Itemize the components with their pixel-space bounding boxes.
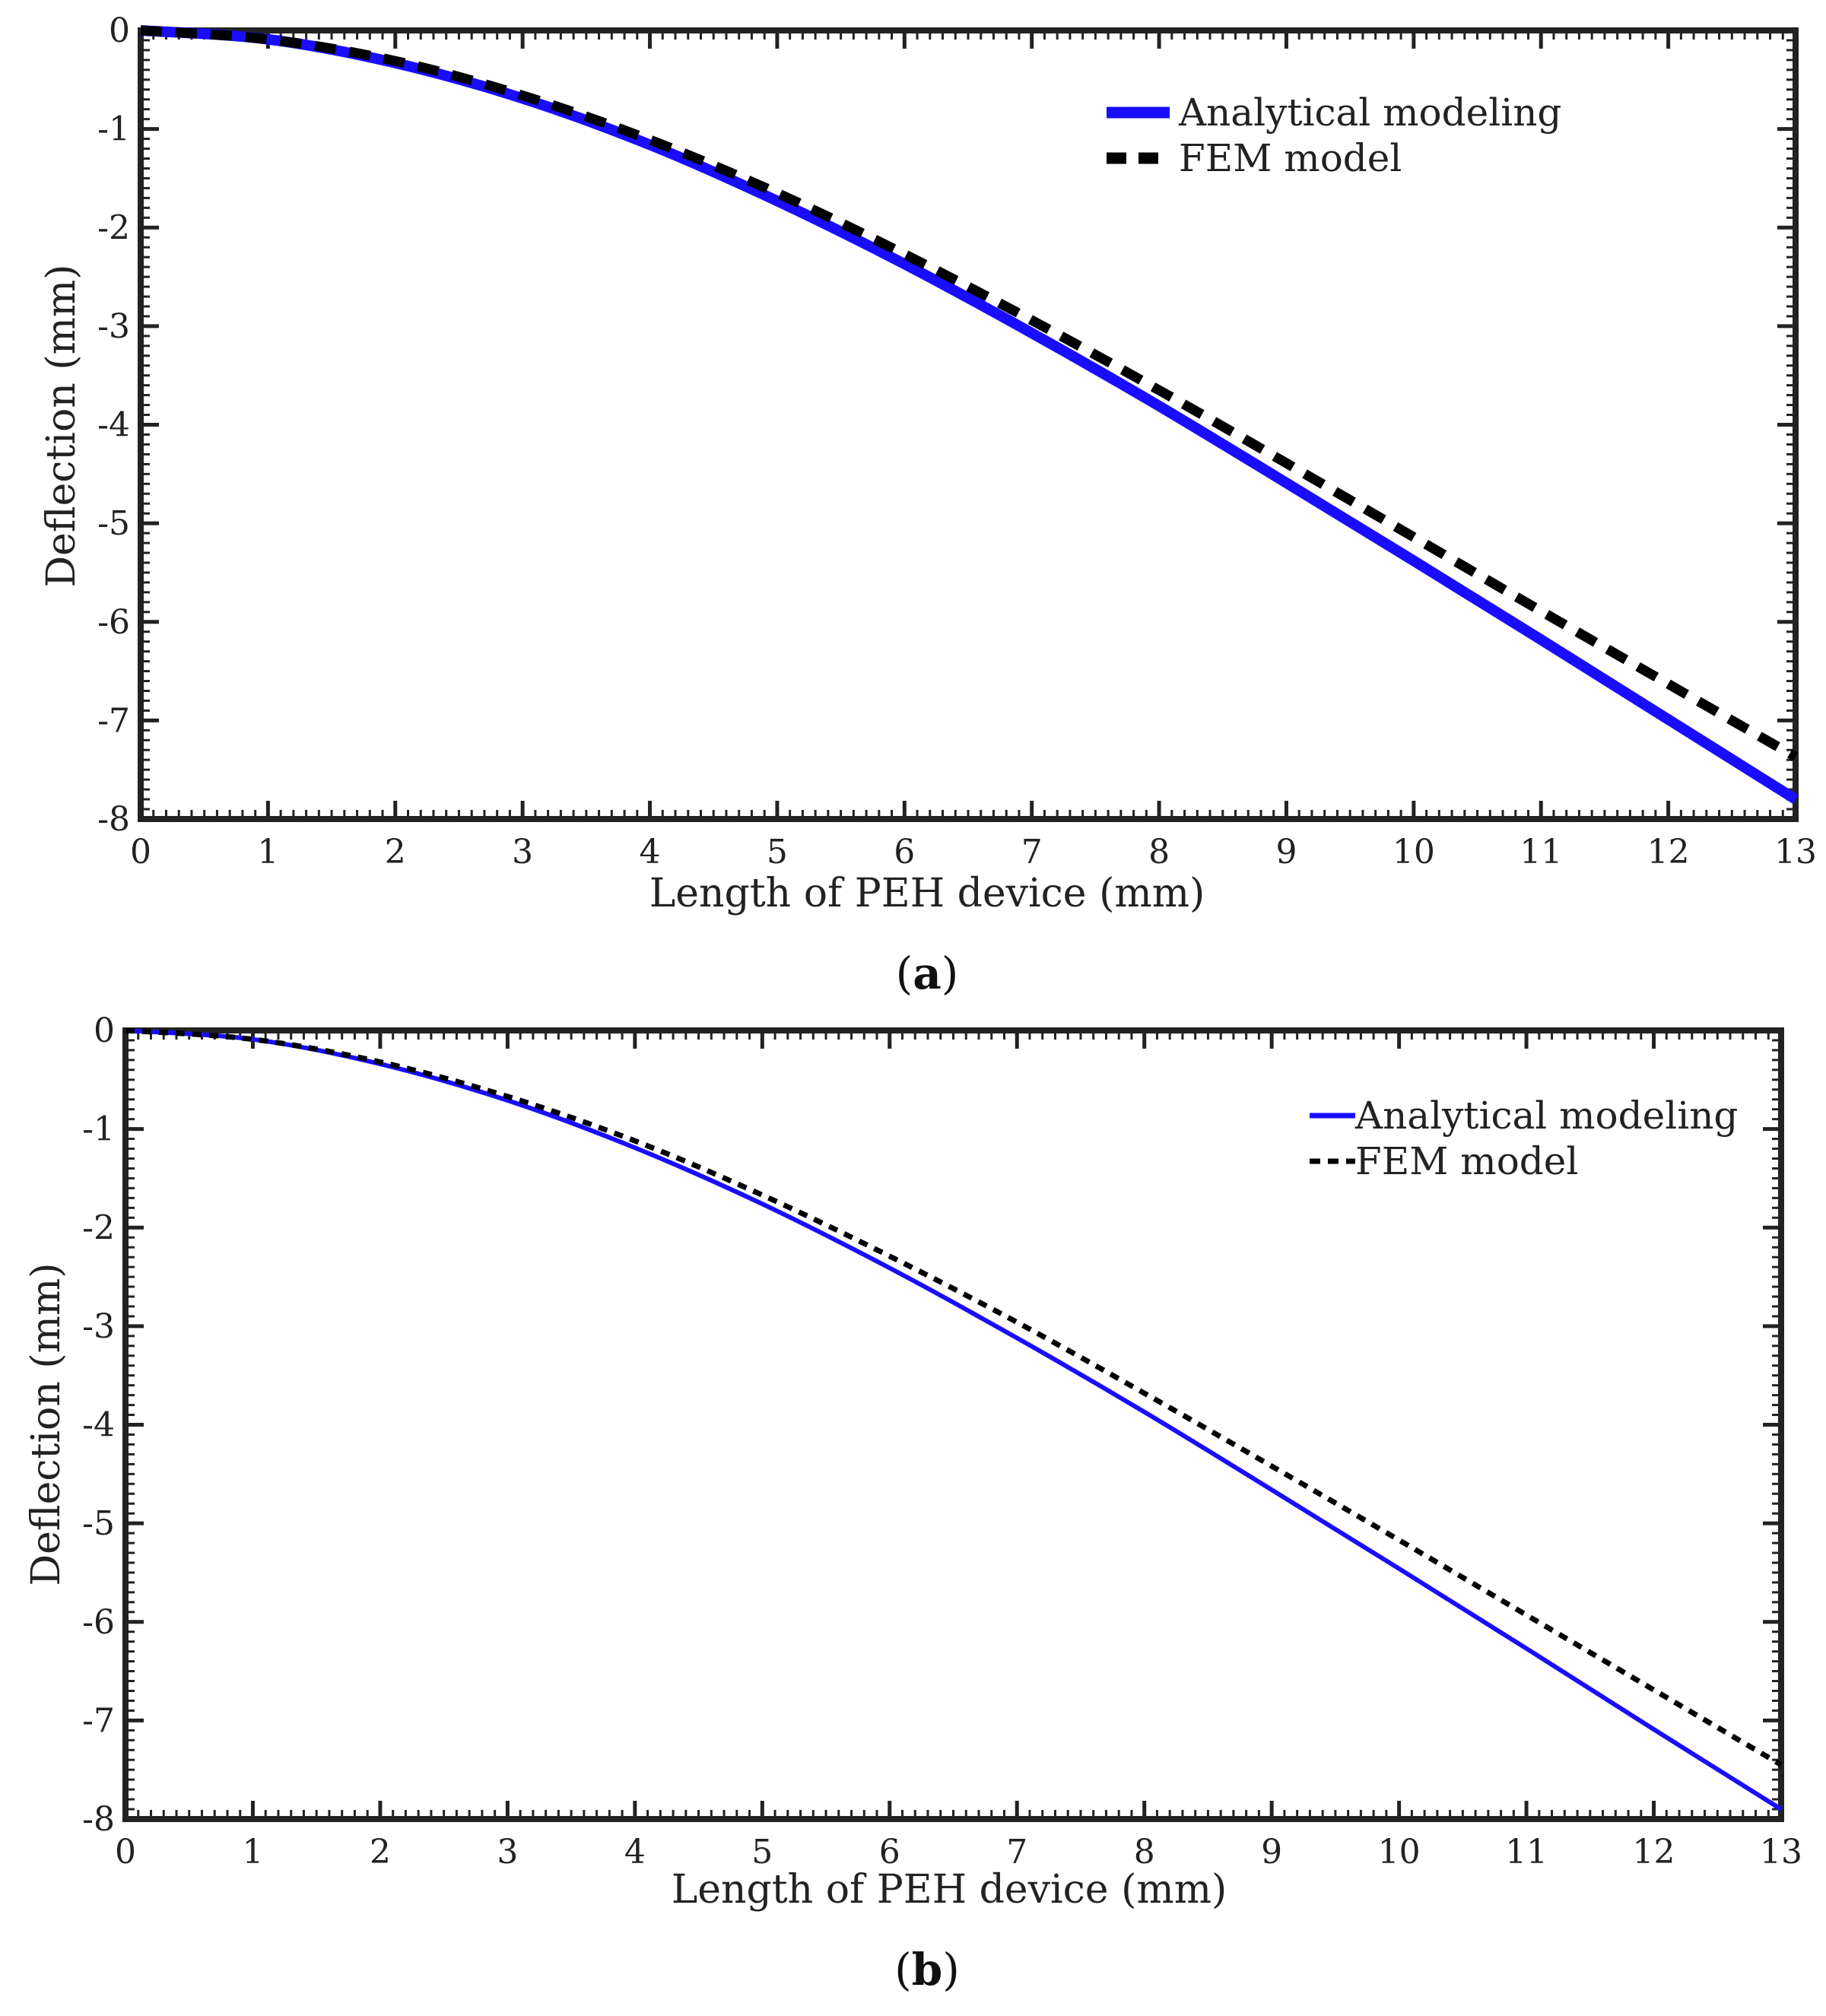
x-axis-title-b: Length of PEH device (mm) <box>672 1867 1227 1913</box>
legend-a: Analytical modeling FEM model <box>1107 90 1561 180</box>
x-tick-label: 11 <box>1505 1833 1548 1872</box>
y-tick-label: -2 <box>82 1208 115 1247</box>
x-tick-label: 6 <box>894 833 915 871</box>
x-axis-title-a: Length of PEH device (mm) <box>649 871 1205 916</box>
x-tick-label: 13 <box>1760 1833 1802 1872</box>
x-tick-label: 3 <box>497 1833 518 1872</box>
y-tick-labels-a: 0 -1 -2 -3 -4 -5 -6 -7 -8 <box>97 11 130 839</box>
chart-panel-b: 0 1 2 3 4 5 6 7 8 9 10 11 12 13 0-1-2-3-4-5-6-7-8 Ana… <box>24 1011 1802 1995</box>
x-tick-labels-b: 0 1 2 3 4 5 6 7 8 9 10 11 12 13 <box>115 1833 1802 1872</box>
panel-label-b: (b) <box>894 1944 960 1995</box>
legend-label-fem-a: FEM model <box>1179 136 1402 180</box>
y-tick-label: -7 <box>82 1701 115 1740</box>
series-group-a <box>140 25 1799 805</box>
y-tick-label: -5 <box>97 504 130 543</box>
y-tick-label: -3 <box>97 307 130 346</box>
legend-label-analytical-a: Analytical modeling <box>1178 90 1561 135</box>
x-tick-label: 7 <box>1006 1833 1027 1872</box>
y-tick-label: -2 <box>97 208 130 247</box>
series-line-fem-model <box>140 25 1799 761</box>
x-tick-label: 8 <box>1134 1833 1155 1872</box>
y-tick-label: -6 <box>82 1603 115 1642</box>
x-tick-label: 13 <box>1774 833 1817 871</box>
x-tick-label: 0 <box>115 1833 136 1872</box>
series-group-b <box>125 1027 1783 1811</box>
legend-label-fem-b: FEM model <box>1355 1139 1578 1183</box>
x-tick-labels-a: 0 1 2 3 4 5 6 7 8 9 10 11 12 13 <box>130 833 1817 871</box>
x-tick-label: 0 <box>130 833 151 871</box>
y-tick-labels-b: 0 -1 -2 -3 -4 -5 -6 -7 -8 <box>82 1011 115 1839</box>
x-tick-label: 4 <box>624 1833 646 1872</box>
x-tick-label: 5 <box>751 1833 773 1872</box>
y-axis-title-a: Deflection (mm) <box>39 264 84 587</box>
x-tick-label: 12 <box>1633 1833 1675 1872</box>
y-tick-label: -7 <box>97 701 130 740</box>
y-tick-label: -1 <box>97 110 130 149</box>
x-tick-label: 1 <box>242 1833 263 1872</box>
x-tick-label: 3 <box>512 833 533 871</box>
chart-panel-a: 0 1 2 3 4 5 6 7 8 9 10 11 12 13 0-1-2-3-4-5-6-7-8 Ana… <box>39 11 1817 999</box>
y-tick-label: -4 <box>97 406 130 445</box>
x-tick-label: 12 <box>1647 833 1690 871</box>
x-tick-label: 10 <box>1393 833 1435 871</box>
x-tick-label: 9 <box>1275 833 1297 871</box>
x-tick-label: 9 <box>1261 1833 1282 1872</box>
y-tick-label: -4 <box>82 1406 115 1445</box>
x-tick-label: 4 <box>640 833 661 871</box>
x-tick-label: 1 <box>257 833 278 871</box>
x-tick-label: 11 <box>1520 833 1562 871</box>
y-tick-label: -6 <box>97 603 130 642</box>
y-tick-label: -8 <box>97 800 130 839</box>
x-tick-label: 10 <box>1378 1833 1421 1872</box>
legend-label-analytical-b: Analytical modeling <box>1354 1094 1738 1138</box>
y-tick-label: -8 <box>82 1800 115 1839</box>
tick-marks-a <box>138 28 1798 821</box>
y-tick-label: 0 <box>94 1011 115 1050</box>
plot-area-a <box>138 27 1799 822</box>
x-tick-label: 7 <box>1021 833 1043 871</box>
legend-b: Analytical modeling FEM model <box>1310 1094 1738 1183</box>
x-tick-label: 8 <box>1148 833 1170 871</box>
x-tick-label: 2 <box>370 1833 391 1872</box>
y-tick-label: -1 <box>82 1110 115 1149</box>
y-tick-label: -3 <box>82 1307 115 1346</box>
x-tick-label: 5 <box>767 833 788 871</box>
x-tick-label: 2 <box>385 833 406 871</box>
panel-label-a: (a) <box>896 948 959 999</box>
y-tick-label: -5 <box>82 1504 115 1543</box>
tick-marks-b <box>123 1028 1783 1821</box>
y-axis-title-b: Deflection (mm) <box>24 1262 69 1586</box>
y-tick-label: 0 <box>109 11 130 50</box>
x-tick-label: 6 <box>879 1833 900 1872</box>
